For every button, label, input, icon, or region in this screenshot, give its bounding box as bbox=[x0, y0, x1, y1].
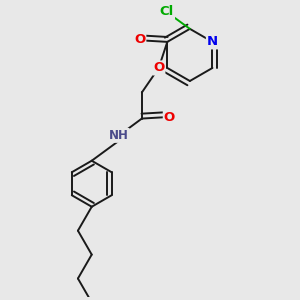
Text: O: O bbox=[153, 61, 164, 74]
Text: Cl: Cl bbox=[160, 5, 174, 19]
Text: N: N bbox=[207, 35, 218, 48]
Text: O: O bbox=[134, 33, 145, 46]
Text: NH: NH bbox=[109, 129, 129, 142]
Text: O: O bbox=[164, 110, 175, 124]
